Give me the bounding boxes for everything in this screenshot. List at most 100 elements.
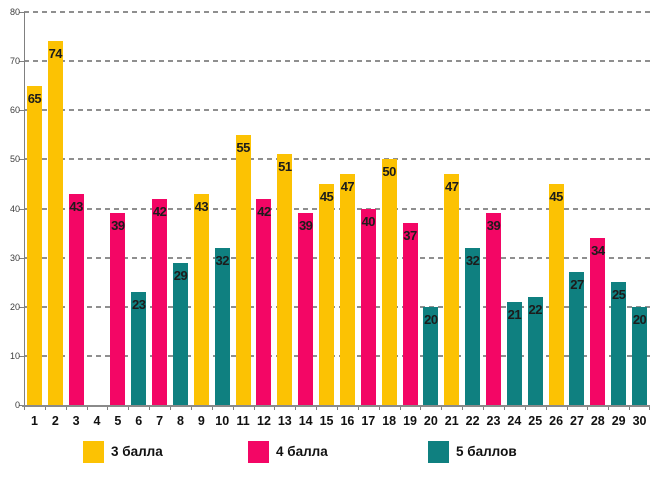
bar-category-26: 45 [548, 183, 564, 405]
bar-value-label: 42 [152, 203, 167, 219]
x-tick-15 [337, 406, 338, 410]
x-axis-label-14: 14 [298, 414, 313, 428]
bar-category-8: 29 [173, 262, 188, 405]
x-axis-label-29: 29 [611, 414, 626, 428]
y-tick-10 [19, 355, 24, 357]
x-tick-0 [24, 406, 25, 410]
bar-value-label: 37 [403, 228, 417, 244]
x-axis-label-16: 16 [340, 414, 355, 428]
legend-swatch-4-balla [248, 441, 269, 463]
bar-category-25: 22 [527, 296, 543, 405]
x-axis-label-15: 15 [319, 414, 334, 428]
x-axis-label-18: 18 [382, 414, 397, 428]
gridline-y-40 [24, 207, 650, 210]
bar-value-label: 55 [236, 139, 250, 155]
bar-value-label: 47 [445, 179, 459, 195]
x-tick-29 [629, 406, 631, 410]
y-tick-60 [19, 110, 24, 112]
y-tick-70 [19, 61, 24, 63]
bar-value-label: 21 [507, 306, 522, 322]
x-tick-21 [462, 406, 464, 410]
x-axis-label-8: 8 [177, 414, 184, 428]
y-tick-0 [19, 405, 24, 406]
x-axis-label-9: 9 [197, 414, 205, 428]
bar-category-9: 43 [193, 193, 209, 405]
bar-value-label: 32 [215, 252, 229, 268]
x-tick-2 [65, 406, 67, 410]
x-axis-label-4: 4 [93, 414, 101, 428]
bar-category-7: 42 [152, 198, 168, 405]
bar-category-19: 37 [402, 223, 418, 405]
bar-value-label: 34 [591, 242, 605, 258]
y-axis-label-20: 20 [9, 301, 20, 312]
bar-category-10: 32 [214, 247, 230, 405]
y-tick-50 [19, 159, 24, 161]
x-tick-5 [128, 406, 130, 410]
x-axis-label-6: 6 [135, 414, 143, 428]
x-tick-20 [441, 406, 443, 410]
y-axis-label-50: 50 [9, 154, 20, 165]
bar-value-label: 39 [111, 218, 125, 234]
x-tick-24 [524, 406, 526, 410]
y-tick-80 [19, 12, 24, 13]
y-axis-label-70: 70 [9, 56, 20, 67]
bar-category-14: 39 [298, 213, 314, 405]
legend-label-5-ballov: 5 баллов [456, 444, 517, 459]
x-axis-label-19: 19 [403, 414, 417, 428]
gridline-y-50 [24, 158, 650, 161]
bar-category-12: 42 [256, 198, 272, 405]
bar-value-label: 47 [340, 179, 355, 195]
x-tick-26 [566, 406, 568, 410]
x-tick-23 [503, 406, 505, 410]
bar-category-20: 20 [423, 306, 439, 405]
x-tick-17 [378, 406, 380, 410]
y-tick-40 [19, 208, 24, 210]
bar-category-29: 25 [611, 282, 627, 405]
bar-value-label: 45 [319, 188, 334, 204]
x-tick-19 [420, 406, 422, 410]
bar-value-label: 22 [528, 301, 542, 317]
x-tick-3 [86, 406, 88, 410]
x-tick-6 [149, 406, 151, 410]
x-axis-label-20: 20 [423, 414, 438, 428]
bar-category-16: 47 [339, 174, 355, 405]
bar-category-23: 39 [486, 213, 501, 405]
bar-value-label: 43 [69, 198, 83, 214]
x-axis-label-13: 13 [277, 414, 292, 428]
bar-category-18: 50 [381, 159, 397, 405]
x-axis-label-1: 1 [30, 414, 38, 428]
x-axis-label-26: 26 [549, 414, 564, 428]
x-tick-16 [357, 406, 359, 410]
x-axis-label-21: 21 [444, 414, 459, 428]
x-axis-label-5: 5 [114, 414, 122, 428]
bar-category-21: 47 [444, 174, 460, 405]
x-axis-label-2: 2 [51, 414, 59, 428]
gridline-y-30 [24, 256, 650, 259]
bar-value-label: 39 [298, 218, 313, 234]
bar-category-30: 20 [632, 306, 648, 405]
bar-category-13: 51 [277, 154, 293, 405]
x-axis-label-30: 30 [632, 414, 647, 428]
x-axis-label-24: 24 [507, 414, 522, 428]
legend-label-3-balla: 3 балла [111, 444, 163, 459]
bar-value-label: 23 [132, 297, 146, 312]
x-axis-label-12: 12 [257, 414, 271, 428]
bar-category-11: 55 [235, 134, 251, 405]
x-tick-18 [399, 406, 401, 410]
x-tick-10 [232, 406, 234, 410]
bar-category-3: 43 [68, 193, 84, 405]
bar-value-label: 42 [257, 203, 271, 219]
legend-label-4-balla: 4 балла [276, 444, 328, 459]
x-axis-label-7: 7 [156, 414, 164, 428]
bar-value-label: 43 [194, 198, 209, 214]
gridline-y-70 [24, 60, 650, 63]
x-tick-4 [107, 406, 109, 410]
x-axis-label-25: 25 [528, 414, 543, 428]
bar-category-15: 45 [319, 183, 335, 405]
y-tick-30 [19, 257, 24, 259]
x-axis-label-22: 22 [465, 414, 480, 428]
bar-value-label: 50 [382, 164, 396, 180]
bar-category-17: 40 [360, 208, 376, 405]
